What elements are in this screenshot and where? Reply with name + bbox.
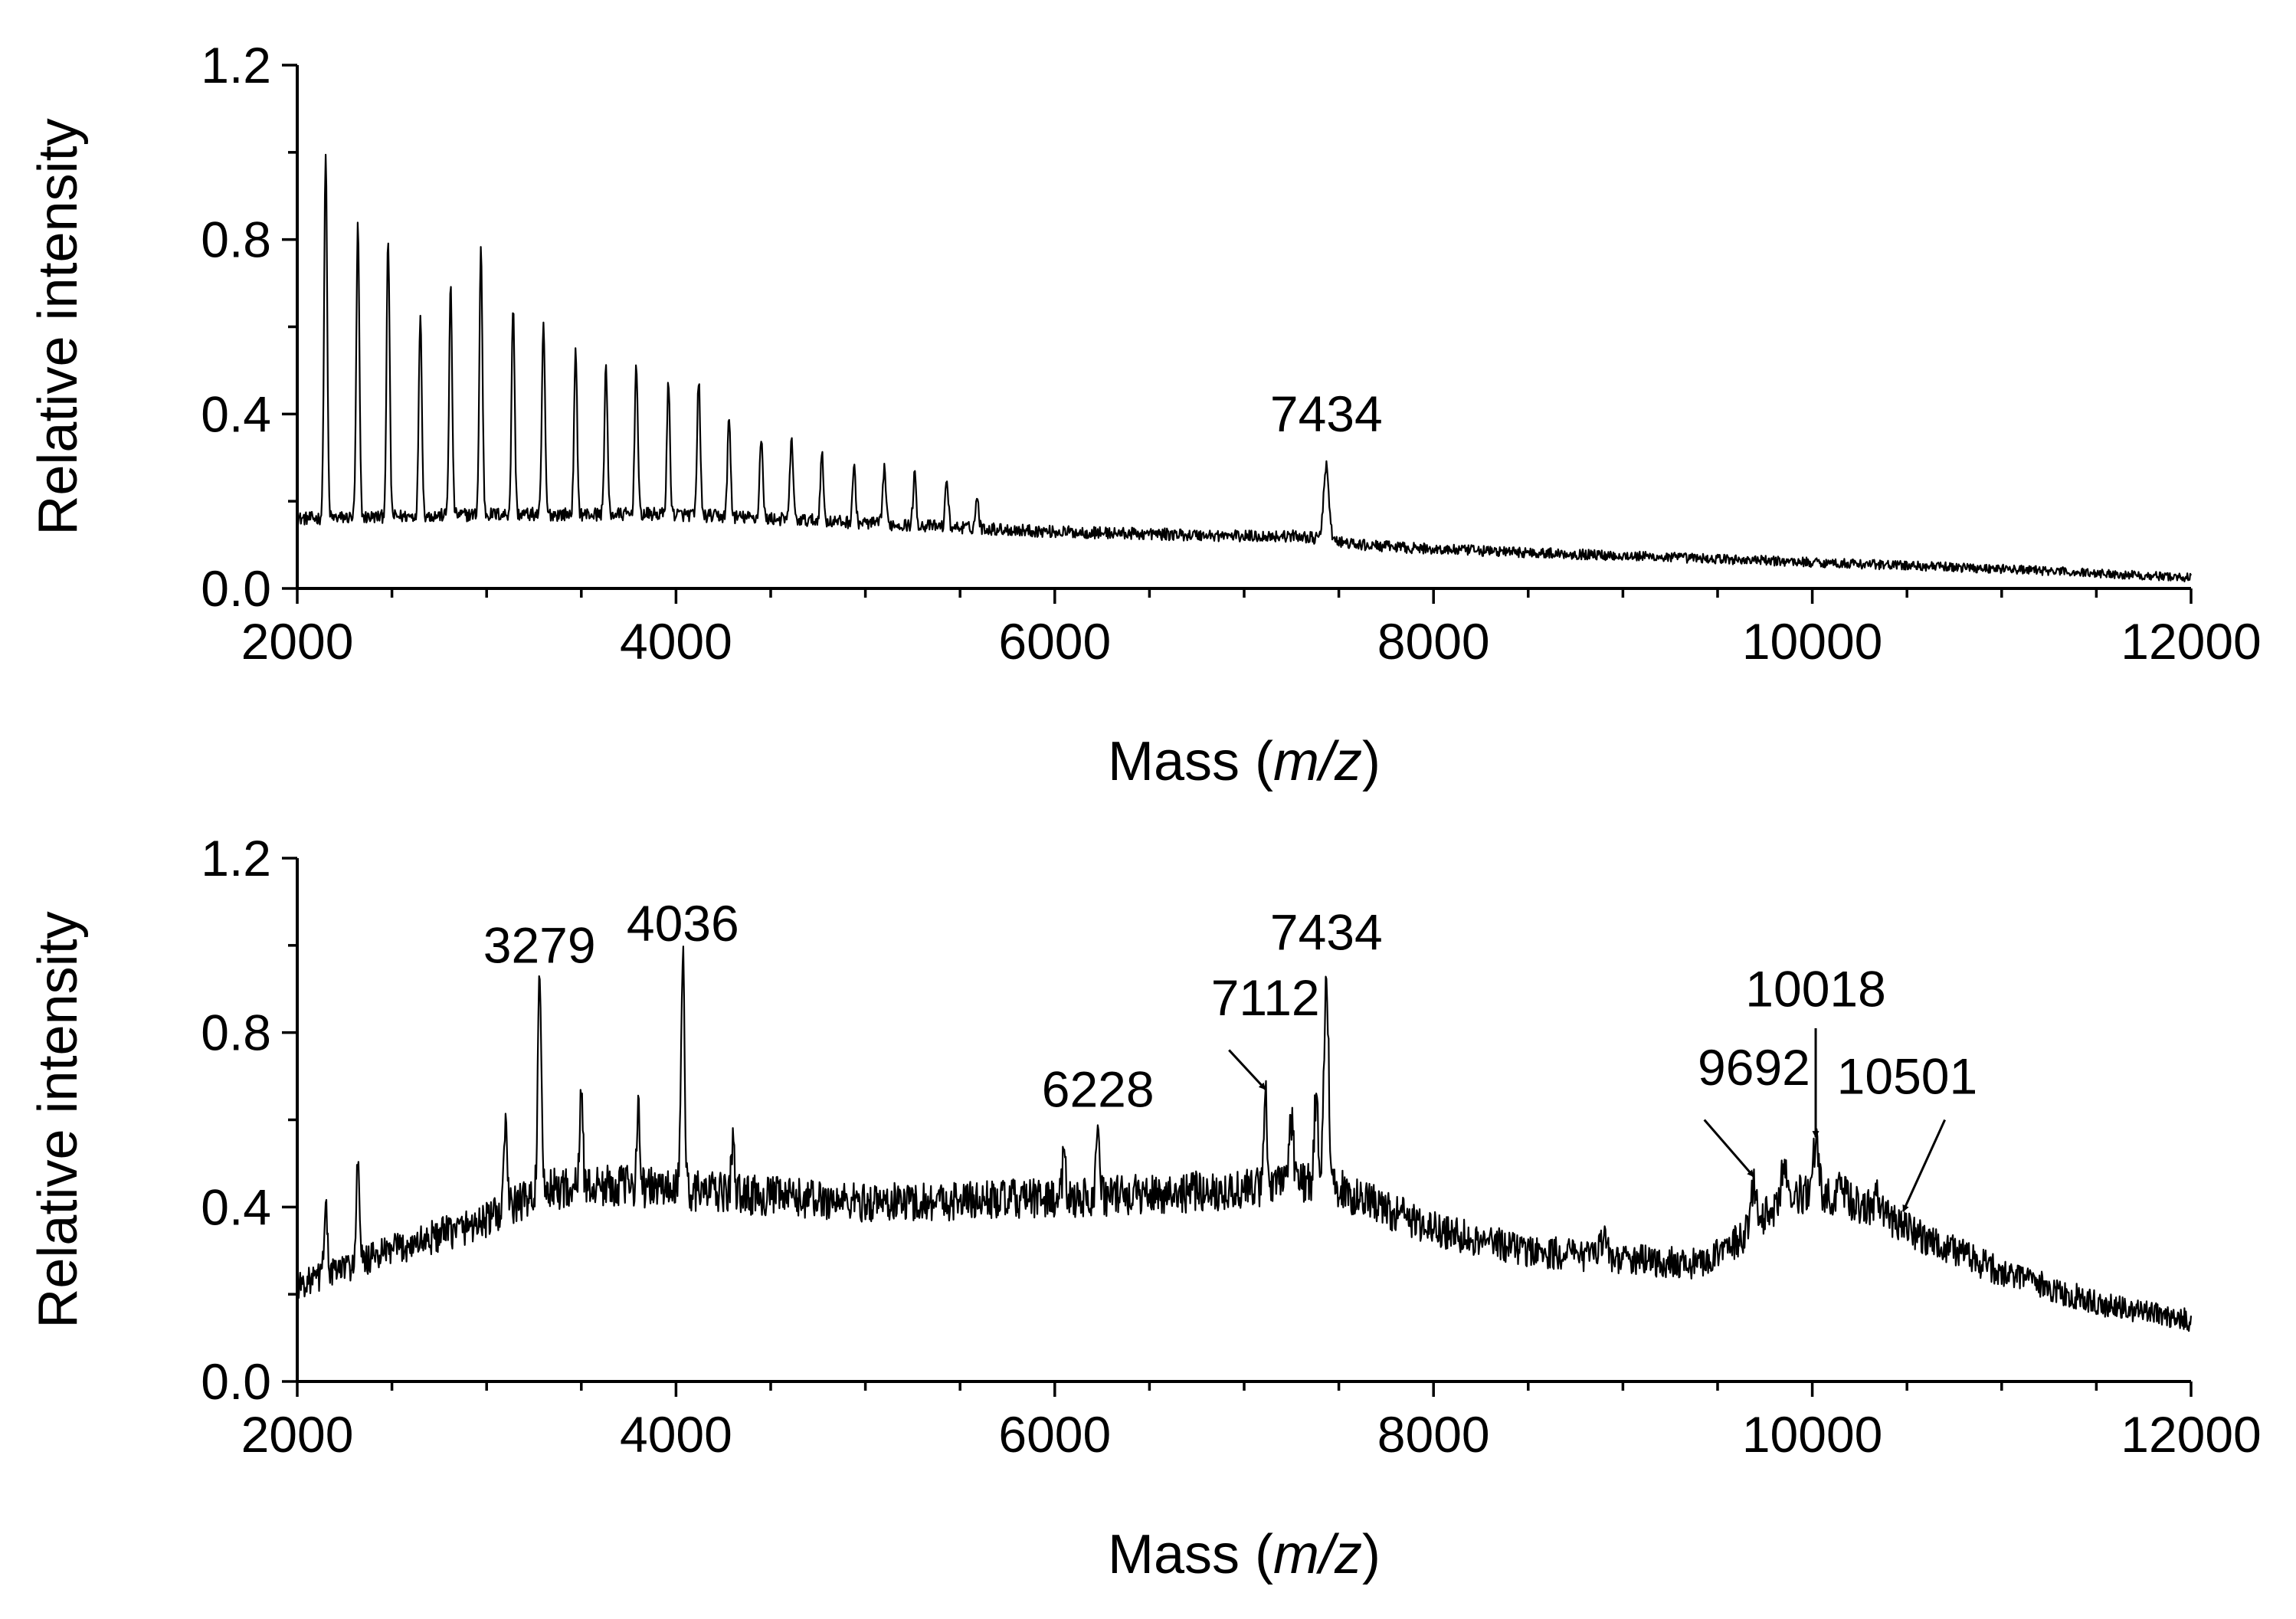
top-spectrum-panel: 2000 4000 6000 8000 10000 12000 0.0 0.4 0.8 1.2 Ma… xyxy=(28,37,2262,792)
y-tick-label: 1.2 xyxy=(201,37,271,93)
peak-arrow xyxy=(1228,1049,1266,1090)
x-tick-label: 10000 xyxy=(1742,1406,1883,1463)
peak-arrow xyxy=(1901,1119,1947,1212)
x-tick-label: 8000 xyxy=(1377,1406,1490,1463)
y-tick-label: 0.0 xyxy=(201,1353,271,1410)
peak-label: 7112 xyxy=(1211,969,1320,1026)
peak-arrow xyxy=(1703,1119,1755,1178)
peak-label: 10501 xyxy=(1837,1047,1978,1104)
y-tick-label: 0.8 xyxy=(201,211,271,268)
peak-label: 3279 xyxy=(483,917,596,974)
y-tick-label: 1.2 xyxy=(201,830,271,887)
y-tick-label: 0.8 xyxy=(201,1005,271,1061)
bottom-spectrum-panel: 2000 4000 6000 8000 10000 12000 0.0 0.4 0.8 1.2 Ma… xyxy=(28,830,2262,1585)
x-tick-label: 12000 xyxy=(2121,1406,2262,1463)
spectrum-trace xyxy=(296,153,2192,582)
y-tick-label: 0.4 xyxy=(201,385,271,442)
peak-label: 6228 xyxy=(1042,1060,1155,1117)
peak-label: 4036 xyxy=(627,895,739,952)
peak-label: 9692 xyxy=(1698,1039,1810,1096)
peak-label: 7434 xyxy=(1270,385,1383,442)
y-tick-label: 0.4 xyxy=(201,1178,271,1235)
y-axis-title: Relative intensity xyxy=(28,118,89,535)
x-tick-label: 2000 xyxy=(241,1406,354,1463)
x-axis-title: Mass (m/z) xyxy=(1108,731,1381,792)
x-tick-label: 6000 xyxy=(998,613,1111,670)
x-tick-label: 12000 xyxy=(2121,613,2262,670)
x-axis-title: Mass (m/z) xyxy=(1108,1524,1381,1585)
x-tick-label: 2000 xyxy=(241,613,354,670)
peak-label: 10018 xyxy=(1745,961,1886,1018)
x-tick-label: 8000 xyxy=(1377,613,1490,670)
x-tick-label: 6000 xyxy=(998,1406,1111,1463)
y-tick-label: 0.0 xyxy=(201,560,271,617)
x-tick-label: 4000 xyxy=(620,613,732,670)
spectrum-trace xyxy=(296,946,2193,1332)
peak-label: 7434 xyxy=(1270,904,1383,961)
x-tick-label: 10000 xyxy=(1742,613,1883,670)
x-tick-label: 4000 xyxy=(620,1406,732,1463)
y-axis-title: Relative intensity xyxy=(28,911,89,1328)
